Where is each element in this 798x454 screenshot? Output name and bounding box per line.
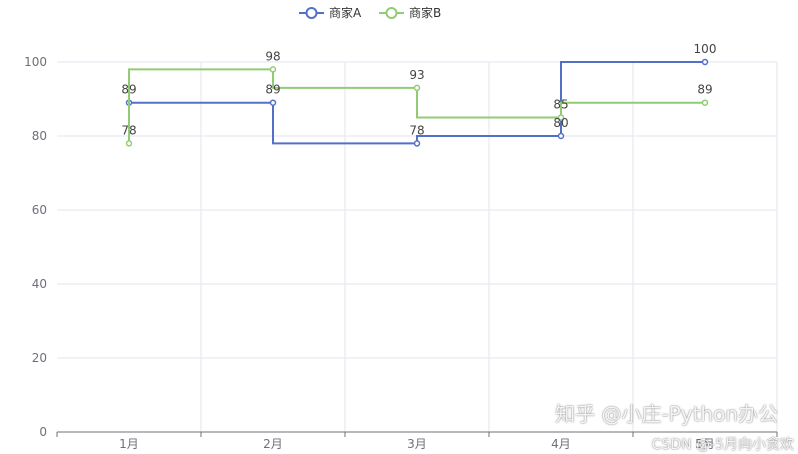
data-point-s2-2 <box>269 66 277 73</box>
data-label-s1-5: 100 <box>694 42 717 56</box>
data-point-s1-3 <box>413 140 421 147</box>
data-label-s2-2: 98 <box>265 49 280 63</box>
y-tick-label-0: 0 <box>39 425 47 439</box>
data-labels: 89 89 78 80 100 78 98 93 85 89 <box>121 42 716 137</box>
legend-label: 商家A <box>329 5 362 20</box>
chart-series <box>125 58 709 147</box>
csdn-watermark: CSDN @-5月向小贪欢 <box>651 437 794 453</box>
x-tick-label-3: 3月 <box>407 437 427 451</box>
legend-item-2[interactable]: 商家B <box>379 5 441 20</box>
data-label-s2-3: 93 <box>409 68 424 82</box>
data-point-s2-3 <box>413 84 421 92</box>
legend-label: 商家B <box>409 5 441 20</box>
x-tick-label-2: 2月 <box>263 437 283 451</box>
data-label-s1-4: 80 <box>553 116 568 130</box>
data-point-s2-5 <box>701 99 709 106</box>
legend-circle-icon <box>385 7 398 19</box>
y-tick-label-100: 100 <box>24 55 47 69</box>
zhihu-watermark: 知乎 @小庄-Python办公 <box>555 402 778 426</box>
chart-axes: 0 20 40 60 80 100 1月 2月 3月 4月 5月 <box>24 55 778 451</box>
x-tick-label-1: 1月 <box>119 437 139 451</box>
data-point-s2-1 <box>125 140 133 147</box>
data-point-s1-5 <box>701 58 709 66</box>
legend-item-1[interactable]: 商家A <box>299 5 362 20</box>
data-label-s1-2: 89 <box>265 83 280 97</box>
legend[interactable]: 商家A 商家B <box>299 5 441 20</box>
data-point-s2-4 <box>557 114 565 121</box>
legend-circle-icon <box>305 7 318 19</box>
data-label-s1-3: 78 <box>409 123 424 137</box>
data-label-s2-5: 89 <box>697 83 712 97</box>
y-tick-label-80: 80 <box>32 129 47 143</box>
data-label-s2-1: 78 <box>121 123 136 137</box>
data-point-s1-2 <box>269 99 277 106</box>
data-point-s1-4 <box>557 132 565 140</box>
x-tick-label-5: 5月 <box>695 437 715 451</box>
y-tick-label-40: 40 <box>32 277 47 291</box>
data-label-s2-4: 85 <box>553 98 568 112</box>
series-line-1 <box>129 61 705 145</box>
x-tick-label-4: 4月 <box>551 437 571 451</box>
data-label-s1-1: 89 <box>121 83 136 97</box>
y-tick-label-60: 60 <box>32 203 47 217</box>
y-tick-label-20: 20 <box>32 351 47 365</box>
